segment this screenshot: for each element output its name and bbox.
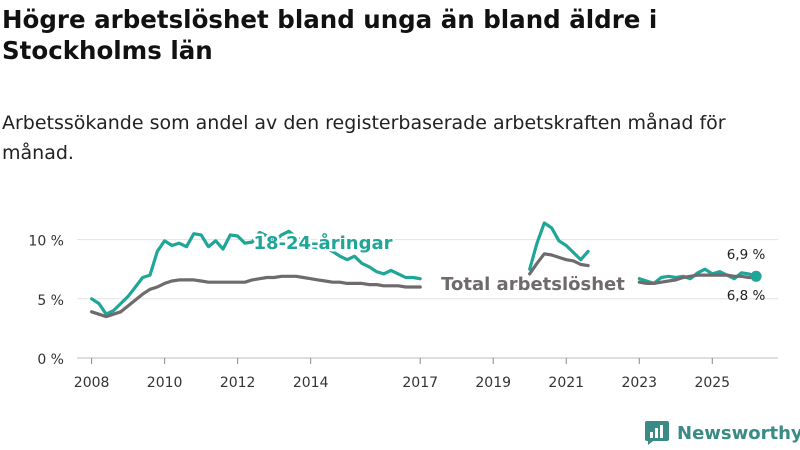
x-tick-label: 2025	[694, 375, 730, 391]
x-tick-label: 2010	[147, 375, 183, 391]
x-tick-label: 2012	[220, 375, 256, 391]
brand-name: Newsworthy	[677, 422, 800, 444]
series-lines	[90, 221, 762, 319]
x-tick-label: 2017	[402, 375, 438, 391]
axes: 0 % 5 % 10 % 2008 2010 2012 2014 2017 2019 2021 20…	[28, 234, 730, 391]
end-point-marker	[750, 270, 762, 282]
chart-title: Högre arbetslöshet bland unga än bland ä…	[2, 5, 658, 65]
bar-chart-icon	[645, 421, 669, 445]
x-tick-label: 2019	[475, 375, 511, 391]
series-line-total	[90, 252, 758, 319]
grid-lines	[77, 239, 778, 359]
series-label-youth: 18-24-åringar	[254, 232, 393, 254]
series-labels: 6,9 % 6,8 % 18-24-åringar Total arbetslöshe…	[251, 230, 766, 305]
x-tick-label: 2008	[74, 375, 110, 391]
x-tick-label: 2021	[548, 375, 584, 391]
newsworthy-logo: Newsworthy	[644, 420, 800, 446]
y-tick-label: 0 %	[37, 352, 64, 368]
y-tick-label: 5 %	[37, 293, 64, 309]
chart-subtitle: Arbetssökande som andel av den registerb…	[2, 112, 726, 164]
x-tick-label: 2014	[293, 375, 329, 391]
x-tick-label: 2023	[621, 375, 657, 391]
end-value-youth: 6,9 %	[727, 247, 766, 263]
end-value-total: 6,8 %	[727, 288, 766, 304]
line-chart: 0 % 5 % 10 % 2008 2010 2012 2014 2017 2019 2021 20…	[28, 221, 778, 391]
series-line-youth	[90, 221, 758, 316]
series-label-total: Total arbetslöshet	[441, 274, 625, 295]
y-tick-label: 10 %	[28, 234, 64, 250]
